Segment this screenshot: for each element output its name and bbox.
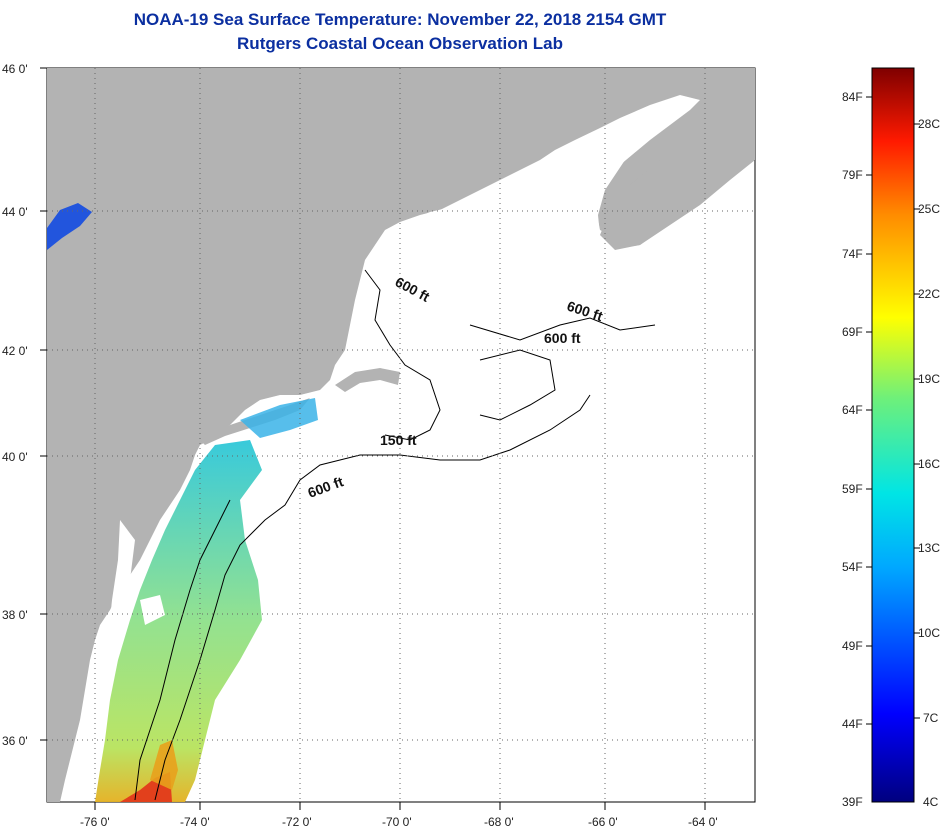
colorbar-ticks xyxy=(866,96,920,725)
cb-f-49: 49F xyxy=(842,639,863,653)
cb-f-39: 39F xyxy=(842,795,863,809)
lon-label-68: -68 0' xyxy=(484,815,514,829)
lat-label-42: 42 0' xyxy=(2,344,28,358)
land-cape-cod xyxy=(335,368,400,392)
cb-c-16: 16C xyxy=(918,457,940,471)
sst-ny-bight xyxy=(240,398,318,438)
cb-c-4: 4C xyxy=(923,795,939,809)
gulf-of-maine xyxy=(375,105,690,262)
lat-label-38: 38 0' xyxy=(2,608,28,622)
lon-label-66: -66 0' xyxy=(588,815,618,829)
cb-f-74: 74F xyxy=(842,247,863,261)
colorbar xyxy=(871,67,915,803)
lake-ontario xyxy=(47,203,92,250)
lat-label-44: 44 0' xyxy=(2,205,28,219)
cb-c-22: 22C xyxy=(918,287,940,301)
cb-c-13: 13C xyxy=(918,541,940,555)
cb-f-79: 79F xyxy=(842,168,863,182)
lat-label-40: 40 0' xyxy=(2,450,28,464)
cb-c-10: 10C xyxy=(918,626,940,640)
lat-label-46: 46 0' xyxy=(2,62,28,76)
cb-f-64: 64F xyxy=(842,403,863,417)
land-mainland xyxy=(47,68,755,802)
lat-label-36: 36 0' xyxy=(2,734,28,748)
isobath-gom xyxy=(364,269,441,441)
cb-f-69: 69F xyxy=(842,325,863,339)
graticule xyxy=(47,68,755,802)
isobath-georges xyxy=(479,349,556,421)
cb-f-84: 84F xyxy=(842,90,863,104)
isobath-lines xyxy=(134,269,656,801)
map-title: NOAA-19 Sea Surface Temperature: Novembe… xyxy=(133,10,667,29)
sst-cloud-gap xyxy=(140,595,165,625)
cb-c-19: 19C xyxy=(918,372,940,386)
lon-label-72: -72 0' xyxy=(282,815,312,829)
lon-label-64: -64 0' xyxy=(688,815,718,829)
sst-coastal-field xyxy=(95,440,262,802)
cb-c-7: 7C xyxy=(923,711,939,725)
isobath-150-shelf xyxy=(134,499,231,801)
land-nova-scotia xyxy=(600,112,755,250)
lon-label-74: -74 0' xyxy=(180,815,210,829)
cb-c-25: 25C xyxy=(918,202,940,216)
isobath-label-150: 150 ft xyxy=(380,432,417,448)
cb-f-54: 54F xyxy=(842,560,863,574)
cb-f-44: 44F xyxy=(842,717,863,731)
isobath-600-shelf xyxy=(154,394,591,801)
chesapeake-bay xyxy=(95,520,135,720)
axis-ticks xyxy=(40,67,706,810)
lon-label-76: -76 0' xyxy=(80,815,110,829)
lon-label-70: -70 0' xyxy=(382,815,412,829)
isobath-gom-east xyxy=(469,317,656,341)
cb-f-59: 59F xyxy=(842,482,863,496)
cb-c-28: 28C xyxy=(918,117,940,131)
isobath-label-600-georges: 600 ft xyxy=(544,330,581,346)
map-subtitle: Rutgers Coastal Ocean Observation Lab xyxy=(237,34,563,53)
